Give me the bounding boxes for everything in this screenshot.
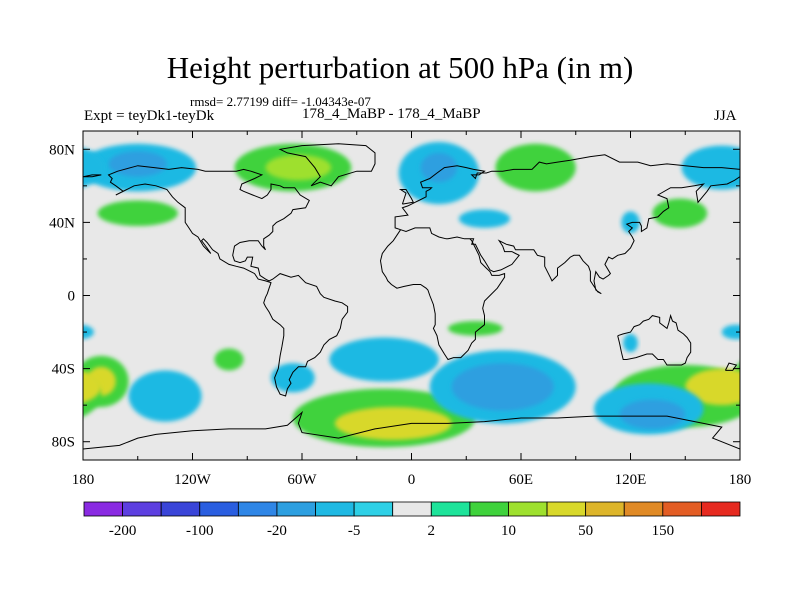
anomaly-region-14 bbox=[623, 333, 638, 353]
colorbar-box bbox=[623, 501, 664, 517]
anomaly-region-19 bbox=[270, 363, 315, 393]
colorbar-box bbox=[83, 501, 123, 517]
anomaly-region-1 bbox=[108, 151, 167, 177]
coastline-layer bbox=[83, 143, 740, 450]
anomaly-region-12 bbox=[83, 324, 94, 340]
x-tick-label: 60W bbox=[287, 472, 317, 488]
anomaly-region-9 bbox=[652, 198, 708, 228]
colorbar-box bbox=[701, 501, 741, 517]
colorbar-label: -20 bbox=[267, 523, 287, 539]
anomaly-region-28 bbox=[619, 399, 686, 429]
anomaly-region-10 bbox=[458, 209, 511, 228]
colorbar-label: 50 bbox=[578, 523, 593, 539]
colorbar-label: -200 bbox=[109, 523, 137, 539]
chart-title: Height perturbation at 500 hPa (in m) bbox=[166, 50, 634, 85]
colorbar-label: 150 bbox=[652, 523, 675, 539]
x-axis: 180 120W 60W 0 60E 120E 180 bbox=[72, 131, 752, 488]
x-tick-label: 120E bbox=[615, 472, 647, 488]
colorbar-box bbox=[508, 501, 548, 517]
x-tick-label: 120W bbox=[174, 472, 212, 488]
coastline-0 bbox=[107, 165, 349, 397]
left-string: Expt = teyDk1-teyDk bbox=[84, 108, 215, 124]
anomaly-region-18 bbox=[214, 348, 244, 371]
coastline-2 bbox=[394, 154, 740, 231]
anomaly-region-2 bbox=[97, 200, 178, 227]
anomaly-region-24 bbox=[451, 363, 554, 411]
colorbar-box bbox=[276, 501, 316, 517]
anomaly-region-8 bbox=[83, 148, 105, 188]
anomaly-region-17 bbox=[128, 370, 202, 422]
colorbar-box bbox=[160, 501, 201, 517]
coastline-3 bbox=[83, 174, 102, 178]
colorbar-box bbox=[546, 501, 587, 517]
colorbar-box bbox=[353, 501, 394, 517]
colorbar-box bbox=[469, 501, 509, 517]
colorbar-label: 10 bbox=[501, 523, 516, 539]
colorbar-box bbox=[585, 501, 625, 517]
y-tick-label: 80N bbox=[49, 142, 75, 158]
coastline-1 bbox=[278, 143, 376, 187]
anomaly-region-11 bbox=[621, 211, 640, 234]
y-tick-label: 80S bbox=[52, 435, 75, 451]
anomaly-region-26 bbox=[685, 368, 740, 406]
colorbar-label: -5 bbox=[348, 523, 361, 539]
y-axis: 80N 40N 0 40S 80S bbox=[49, 142, 740, 451]
anomaly-region-12 bbox=[721, 324, 740, 340]
stats-label: rmsd= 2.77199 diff= -1.04343e-07 bbox=[190, 94, 371, 109]
coastline-9 bbox=[398, 189, 415, 205]
colorbar-box bbox=[315, 501, 355, 517]
coastline-8 bbox=[724, 362, 738, 371]
anomaly-region-26 bbox=[83, 371, 102, 403]
y-tick-label: 0 bbox=[68, 289, 76, 305]
y-tick-label: 40S bbox=[52, 362, 75, 378]
season-label: JJA bbox=[714, 108, 737, 124]
colorbar-box bbox=[122, 501, 162, 517]
colorbar-label: 2 bbox=[428, 523, 436, 539]
x-tick-label: 180 bbox=[729, 472, 752, 488]
colorbar-label: -100 bbox=[186, 523, 214, 539]
anomaly-region-0 bbox=[736, 159, 740, 176]
x-tick-label: 0 bbox=[408, 472, 416, 488]
colorbar-box bbox=[662, 501, 702, 517]
anomaly-region-4 bbox=[265, 154, 332, 181]
colorbar: -200 -100 -20 -5 2 10 50 150 bbox=[83, 501, 741, 539]
coastline-5 bbox=[379, 229, 506, 361]
anomaly-region-6 bbox=[420, 152, 458, 183]
coastline-7 bbox=[83, 410, 740, 450]
anomaly-region-13 bbox=[448, 321, 503, 336]
colorbar-box bbox=[199, 501, 239, 517]
colorbar-box bbox=[430, 501, 471, 517]
colorbar-box bbox=[392, 501, 432, 517]
x-tick-label: 180 bbox=[72, 472, 95, 488]
coastline-6 bbox=[617, 313, 692, 366]
anomaly-region-22 bbox=[329, 337, 439, 382]
center-string: 178_4_MaBP - 178_4_MaBP bbox=[302, 106, 481, 122]
x-tick-label: 60E bbox=[509, 472, 533, 488]
y-tick-label: 40N bbox=[49, 215, 75, 231]
anomaly-region-7 bbox=[495, 143, 576, 192]
colorbar-box bbox=[237, 501, 278, 517]
coastline-4 bbox=[400, 176, 740, 295]
